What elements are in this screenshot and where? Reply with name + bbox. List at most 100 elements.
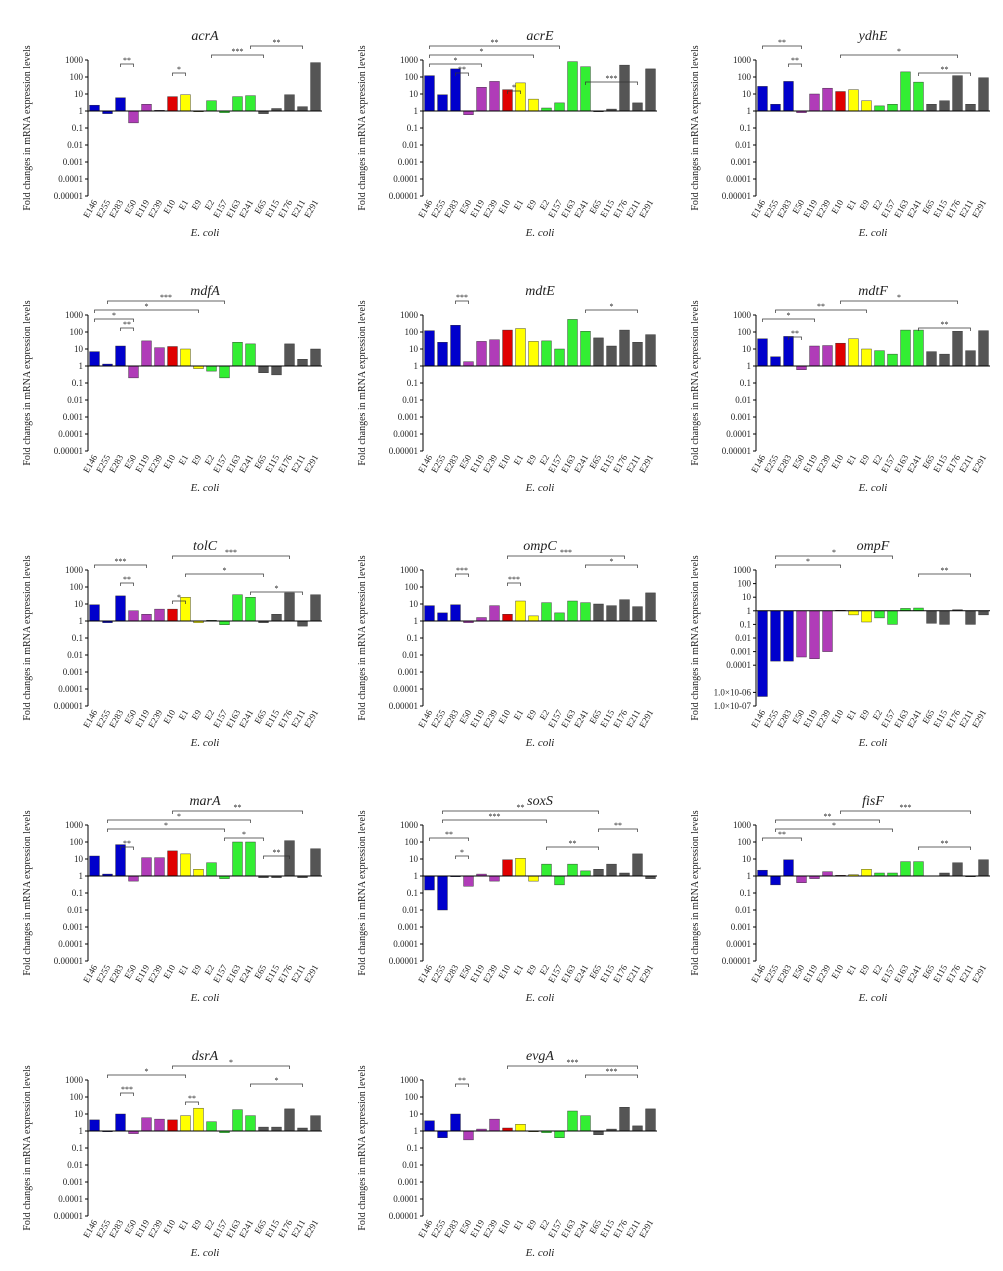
x-axis-label: E. coli bbox=[190, 992, 220, 1004]
y-tick-label: 0.00001 bbox=[722, 446, 751, 456]
y-tick-label: 0.0001 bbox=[58, 684, 83, 694]
significance-bracket bbox=[172, 555, 290, 559]
x-tick-label: E9 bbox=[858, 198, 872, 212]
bar bbox=[232, 96, 243, 112]
y-tick-label: 0.0001 bbox=[726, 174, 751, 184]
y-tick-label: 10 bbox=[74, 89, 84, 99]
y-tick-label: 1.0×10-06 bbox=[714, 687, 752, 697]
significance-label: ** bbox=[569, 839, 577, 848]
significance-bracket bbox=[455, 855, 469, 859]
panel: acrA E. coli Fold changes in mRNA expressi… bbox=[22, 29, 322, 239]
y-tick-label: 1 bbox=[414, 106, 419, 116]
significance-bracket bbox=[442, 819, 547, 823]
bar bbox=[965, 350, 976, 367]
x-tick-label: E291 bbox=[302, 198, 320, 219]
significance-bracket bbox=[224, 837, 264, 841]
y-tick-label: 0.001 bbox=[398, 667, 418, 677]
y-tick-label: 1000 bbox=[65, 820, 84, 830]
significance-label: * bbox=[177, 65, 181, 74]
bar bbox=[515, 82, 526, 112]
bar bbox=[926, 610, 937, 624]
significance-label: ** bbox=[123, 575, 131, 584]
y-tick-label: 1000 bbox=[400, 1075, 419, 1085]
significance-bracket bbox=[429, 63, 482, 67]
y-tick-label: 1 bbox=[79, 1126, 84, 1136]
x-tick-label: E2 bbox=[538, 708, 552, 722]
x-tick-label: E9 bbox=[190, 963, 204, 977]
bar bbox=[424, 75, 435, 112]
bar bbox=[528, 875, 539, 882]
significance-bracket bbox=[840, 810, 971, 814]
y-tick-label: 0.1 bbox=[407, 888, 418, 898]
x-tick-label: E291 bbox=[302, 1218, 320, 1239]
bar bbox=[757, 610, 768, 697]
significance-bracket bbox=[775, 555, 893, 559]
significance-label: ** bbox=[491, 38, 499, 47]
significance-bracket bbox=[211, 54, 264, 58]
bar bbox=[783, 610, 794, 662]
bar bbox=[913, 861, 924, 877]
y-tick-label: 100 bbox=[405, 1092, 419, 1102]
bar bbox=[632, 853, 643, 877]
bar bbox=[861, 348, 872, 367]
bar bbox=[463, 1130, 474, 1141]
y-tick-label: 0.1 bbox=[72, 633, 83, 643]
y-tick-label: 0.01 bbox=[402, 905, 418, 915]
bar bbox=[154, 347, 165, 367]
bar bbox=[167, 96, 178, 112]
y-tick-label: 10 bbox=[409, 89, 419, 99]
y-tick-label: 100 bbox=[738, 327, 752, 337]
x-tick-label: E2 bbox=[538, 963, 552, 977]
significance-label: ** bbox=[941, 839, 949, 848]
bar bbox=[541, 602, 552, 622]
bar bbox=[310, 62, 321, 112]
x-tick-label: E9 bbox=[525, 963, 539, 977]
significance-label: ** bbox=[817, 302, 825, 311]
significance-bracket bbox=[775, 819, 880, 823]
significance-bracket bbox=[107, 1074, 186, 1078]
bar bbox=[310, 594, 321, 622]
y-tick-label: 1000 bbox=[733, 55, 752, 65]
bar bbox=[796, 610, 807, 658]
significance-bracket bbox=[762, 45, 802, 49]
bar bbox=[887, 104, 898, 112]
bar bbox=[450, 325, 461, 367]
bar bbox=[489, 605, 500, 622]
bar bbox=[206, 862, 217, 877]
significance-label: * bbox=[897, 293, 901, 302]
x-tick-label: E9 bbox=[525, 708, 539, 722]
significance-bracket bbox=[585, 1074, 638, 1078]
significance-label: * bbox=[145, 1067, 149, 1076]
bar bbox=[232, 1109, 243, 1132]
bar bbox=[424, 605, 435, 622]
x-tick-label: E10 bbox=[496, 1218, 512, 1236]
x-tick-label: E1 bbox=[845, 198, 859, 212]
bar bbox=[515, 1124, 526, 1132]
bar bbox=[848, 89, 859, 112]
y-tick-label: 1000 bbox=[733, 565, 752, 575]
bar bbox=[167, 608, 178, 622]
significance-label: *** bbox=[606, 74, 618, 83]
significance-label: * bbox=[832, 821, 836, 830]
y-tick-label: 0.00001 bbox=[54, 1211, 83, 1221]
y-tick-label: 1 bbox=[79, 616, 84, 626]
bar bbox=[926, 351, 937, 367]
significance-label: * bbox=[223, 566, 227, 575]
bar bbox=[437, 342, 448, 367]
bar bbox=[757, 869, 768, 877]
significance-bracket bbox=[585, 564, 638, 568]
x-tick-label: E10 bbox=[829, 708, 845, 726]
panel: ompF E. coli Fold changes in mRNA expressi… bbox=[690, 539, 990, 749]
significance-label: * bbox=[787, 311, 791, 320]
y-tick-label: 0.01 bbox=[67, 650, 83, 660]
significance-label: * bbox=[480, 47, 484, 56]
y-tick-label: 0.001 bbox=[398, 412, 418, 422]
x-tick-label: E10 bbox=[161, 708, 177, 726]
y-tick-label: 0.001 bbox=[731, 412, 751, 422]
y-tick-label: 0.01 bbox=[735, 905, 751, 915]
bar bbox=[141, 857, 152, 877]
significance-label: *** bbox=[508, 575, 520, 584]
y-tick-label: 100 bbox=[405, 582, 419, 592]
x-tick-label: E291 bbox=[302, 708, 320, 729]
y-tick-label: 0.001 bbox=[63, 667, 83, 677]
